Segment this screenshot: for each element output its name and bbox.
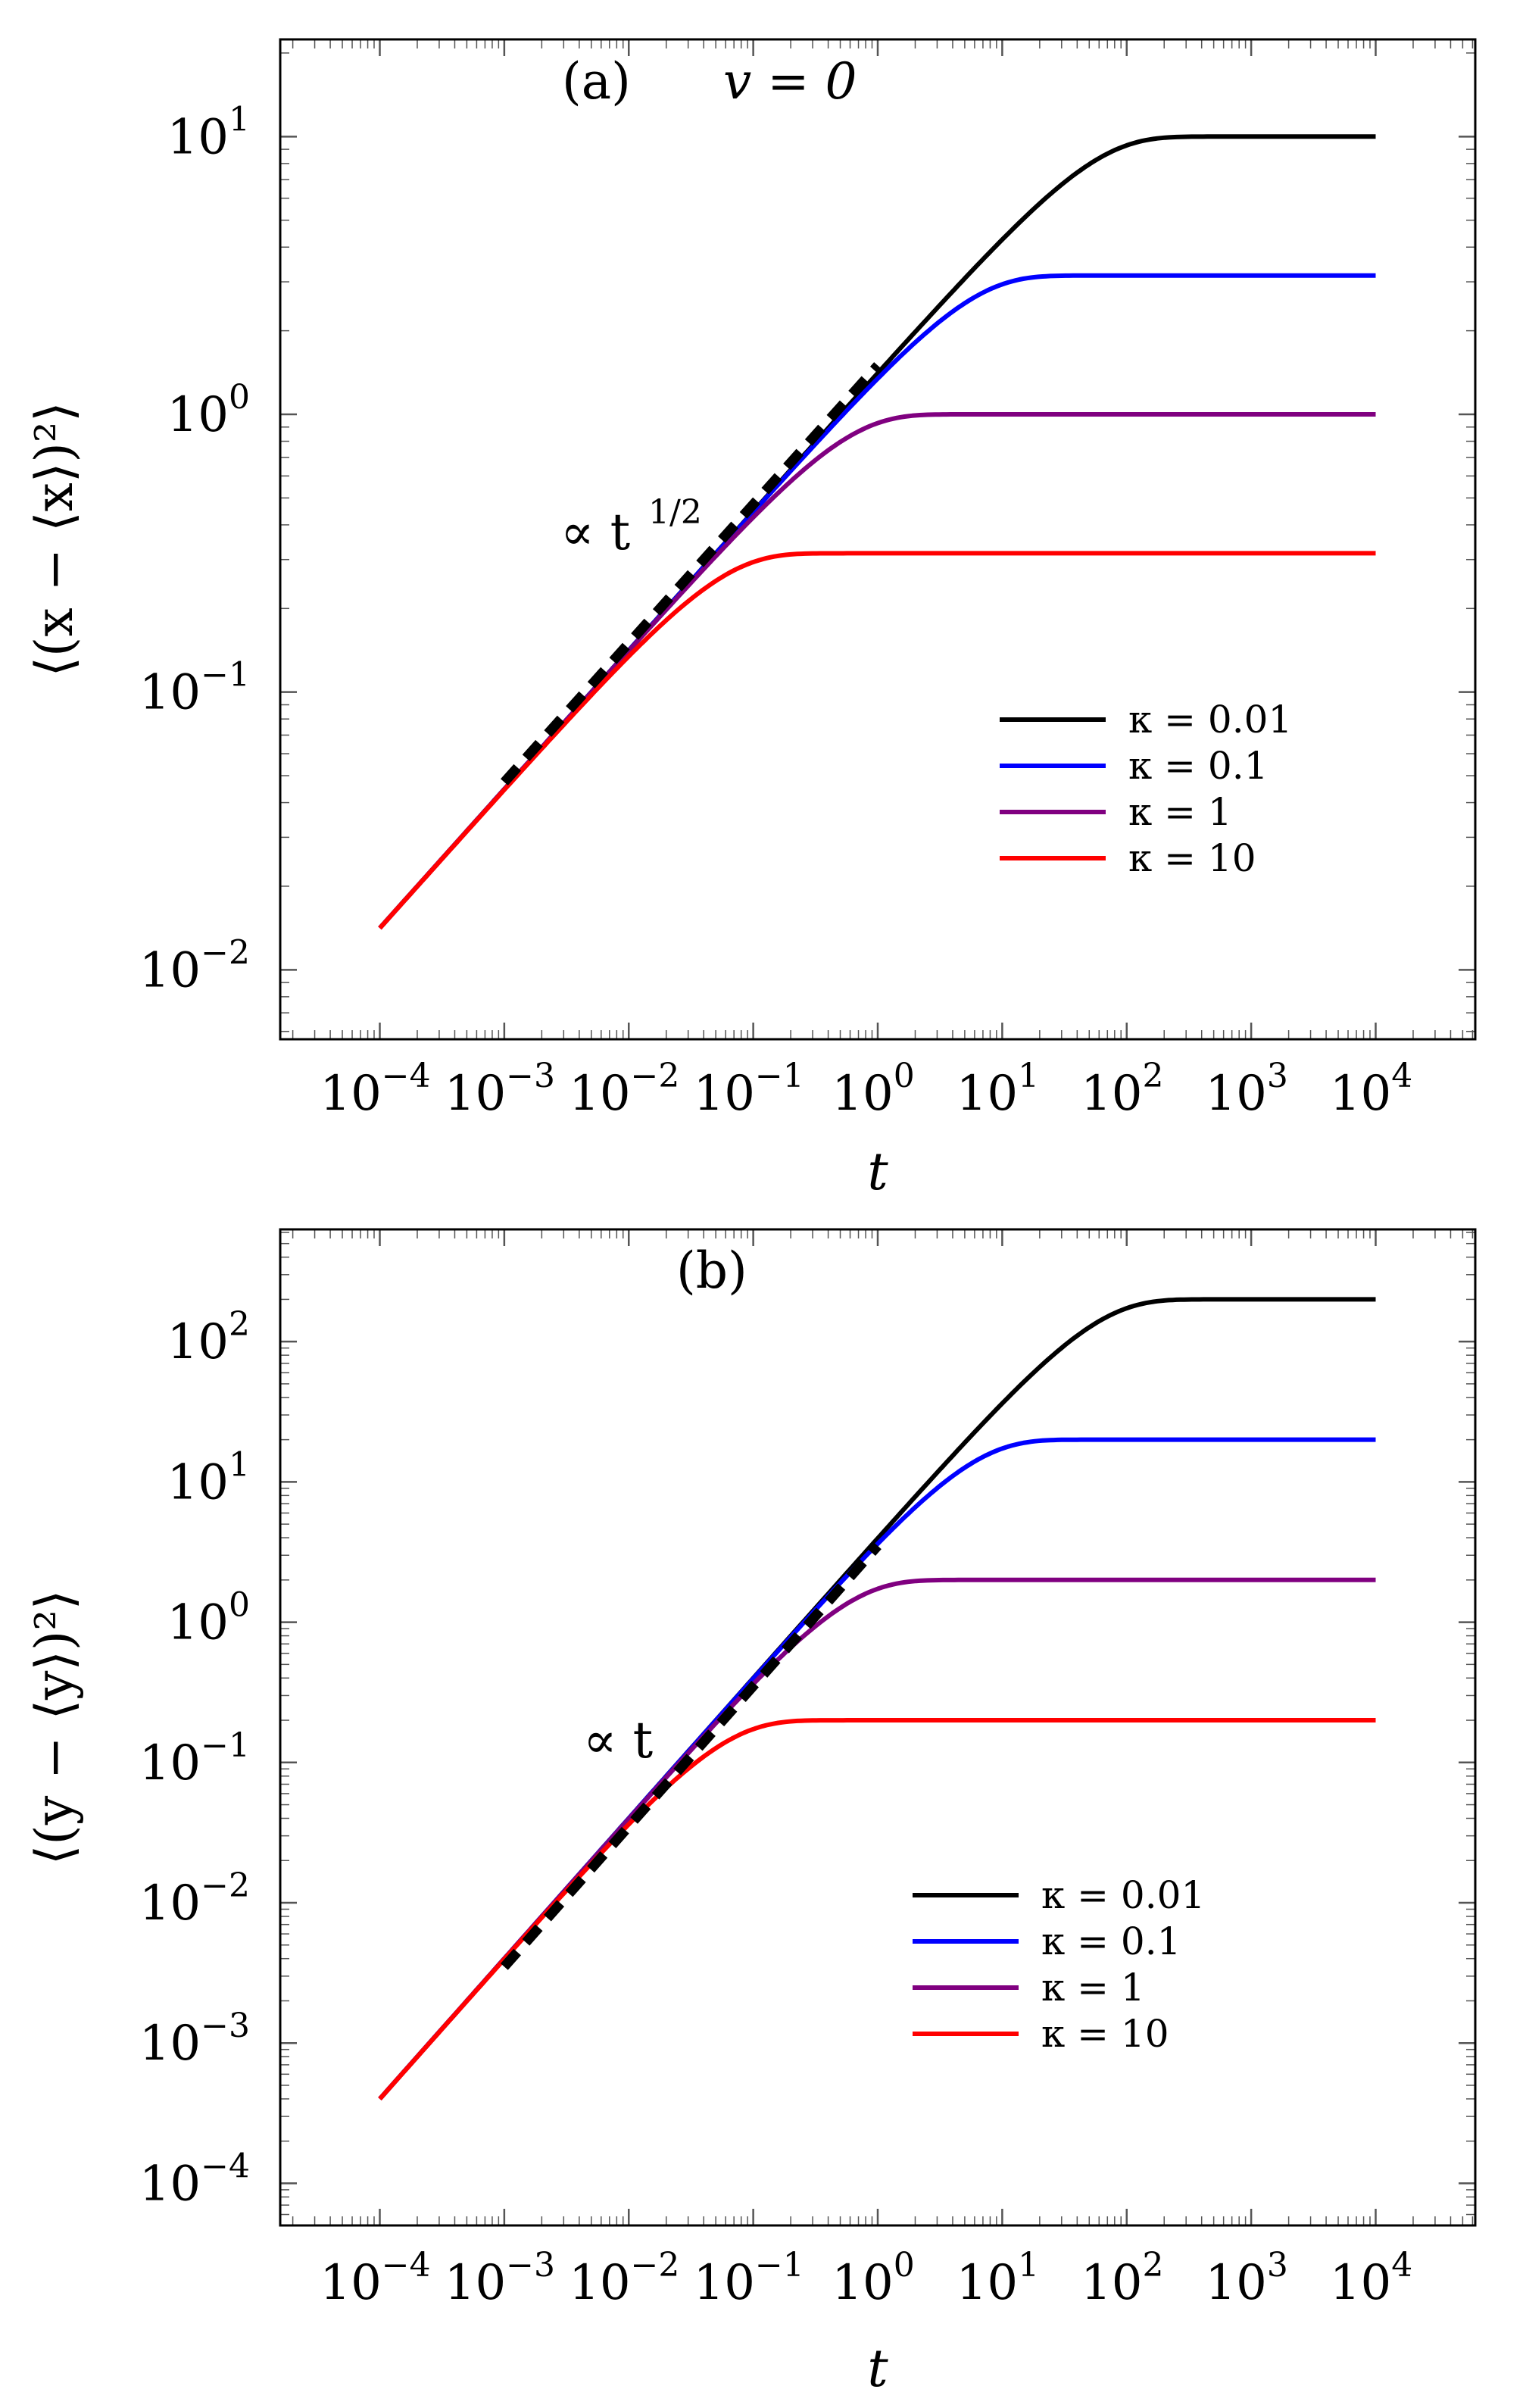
reference-line-exponent: 1/2 [648, 493, 702, 532]
y-tick-label: 10−2 [139, 1866, 250, 1932]
plot-frame [279, 1228, 1477, 2227]
x-tick-label: 10−3 [445, 1057, 555, 1122]
reference-line [501, 1542, 882, 1970]
x-tick-label: 100 [832, 1057, 914, 1122]
legend-label: κ = 0.01 [1128, 698, 1292, 742]
panel-b: 10−4 10−3 10−2 10−1 100 101 102 103 104 10−410−3… [25, 1228, 1477, 2399]
panel-title: v = 0 [723, 52, 857, 111]
x-tick-label: 103 [1205, 2246, 1287, 2311]
y-tick-label: 100 [167, 1586, 250, 1651]
x-tick-labels: 10−4 10−3 10−2 10−1 100 101 102 103 104 [320, 1057, 1412, 1122]
minor-ticks [280, 1229, 1475, 2225]
curves [378, 134, 1376, 930]
x-tick-label: 104 [1330, 1057, 1412, 1122]
legend-label: κ = 0.01 [1041, 1873, 1205, 1917]
x-tick-label: 104 [1330, 2246, 1412, 2311]
y-tick-label: 10−1 [139, 656, 250, 721]
x-tick-labels: 10−4 10−3 10−2 10−1 100 101 102 103 104 [320, 2246, 1412, 2311]
reference-line-annotation: ∝ t 1/2 [560, 493, 702, 561]
reference-dashed-line [501, 1542, 882, 1970]
x-tick-label: 10−2 [569, 2246, 679, 2311]
y-tick-label: 10−1 [139, 1726, 250, 1791]
legend-label: κ = 10 [1128, 836, 1256, 880]
x-tick-label: 10−3 [445, 2246, 555, 2311]
y-tick-label: 101 [167, 1445, 250, 1510]
legend-entries: κ = 0.01κ = 0.1κ = 1κ = 10 [1000, 698, 1292, 880]
reference-line-label: ∝ t [560, 503, 630, 561]
y-tick-label: 101 [167, 100, 250, 165]
plot-frame [279, 38, 1477, 1041]
x-tick-label: 10−2 [569, 1057, 679, 1122]
y-tick-label: 10−3 [139, 2007, 250, 2072]
y-tick-labels: 10−4 10−3 10−2 10−1 100 101 102 [139, 1305, 250, 2212]
y-axis-label: ⟨(x − ⟨x⟩)²⟩ [25, 401, 85, 676]
minor-ticks [280, 39, 1475, 1039]
x-tick-label: 10−4 [320, 2246, 430, 2311]
x-tick-label: 102 [1081, 1057, 1163, 1122]
legend-entries: κ = 0.01κ = 0.1κ = 1κ = 10 [913, 1873, 1205, 2056]
y-tick-label: 10−4 [139, 2147, 250, 2212]
y-tick-label: 102 [167, 1305, 250, 1370]
x-tick-label: 102 [1081, 2246, 1163, 2311]
panel-a: 10−4 10−3 10−2 10−1 100 101 102 103 104 10−210−1… [25, 38, 1477, 1202]
legend-label: κ = 1 [1128, 790, 1232, 834]
legend-label: κ = 0.1 [1128, 744, 1268, 788]
reference-line-annotation: ∝ t [583, 1711, 653, 1769]
y-tick-label: 100 [167, 378, 250, 443]
reference-line-label: ∝ t [583, 1711, 653, 1769]
legend: κ = 0.01κ = 0.1κ = 1κ = 10 [985, 689, 1303, 889]
x-axis-label: t [867, 1142, 888, 1202]
x-tick-label: 101 [956, 2246, 1039, 2311]
y-tick-label: 10−2 [139, 933, 250, 998]
x-tick-label: 100 [832, 2246, 914, 2311]
legend-label: κ = 0.1 [1041, 1919, 1181, 1963]
x-axis-label: t [867, 2339, 888, 2399]
legend-label: κ = 1 [1041, 1966, 1145, 2010]
x-tick-label: 10−1 [693, 2246, 804, 2311]
y-tick-labels: 10−2 10−1 100 101 [139, 100, 250, 998]
x-tick-label: 101 [956, 1057, 1039, 1122]
panel-label: (a) [562, 52, 631, 111]
x-tick-label: 10−4 [320, 1057, 430, 1122]
reference-line [501, 362, 882, 785]
panel-label: (b) [676, 1241, 747, 1300]
reference-dashed-line [501, 362, 882, 785]
x-tick-label: 10−1 [693, 1057, 804, 1122]
legend: κ = 0.01κ = 0.1κ = 1κ = 10 [897, 1865, 1215, 2065]
series-line [378, 551, 1376, 930]
legend-label: κ = 10 [1041, 2012, 1169, 2056]
x-tick-label: 103 [1205, 1057, 1287, 1122]
y-axis-label: ⟨(y − ⟨y⟩)²⟩ [25, 1590, 85, 1865]
